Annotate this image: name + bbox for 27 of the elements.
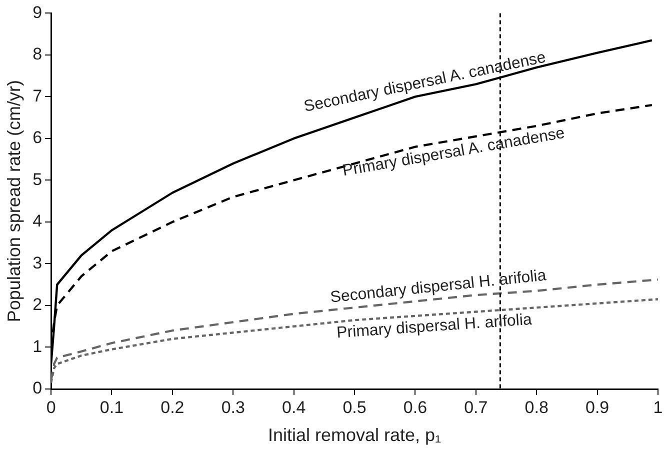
x-tick-label: 0.5 bbox=[342, 398, 366, 417]
x-tick-label: 0.2 bbox=[160, 398, 184, 417]
y-tick-label: 3 bbox=[32, 253, 42, 272]
series-label: Primary dispersal H. arifolia bbox=[336, 311, 533, 342]
y-tick-label: 5 bbox=[32, 170, 42, 189]
y-tick-label: 6 bbox=[32, 128, 42, 148]
y-tick-label: 0 bbox=[32, 378, 42, 398]
x-tick-label: 0.4 bbox=[282, 398, 306, 417]
y-tick-label: 9 bbox=[32, 2, 42, 22]
x-tick-label: 0.9 bbox=[585, 398, 610, 417]
y-tick-label: 2 bbox=[32, 295, 42, 314]
x-tick-label: 0.1 bbox=[100, 398, 124, 417]
x-tick-label: 0.8 bbox=[524, 398, 548, 417]
x-tick-label: 1 bbox=[653, 398, 663, 417]
x-axis-title: Initial removal rate, p₁ bbox=[268, 425, 442, 446]
x-tick-label: 0.3 bbox=[221, 398, 245, 417]
text: Secondary dispersal A. canadense bbox=[302, 49, 548, 116]
text: Secondary dispersal H. arifolia bbox=[330, 267, 548, 306]
x-tick-label: 0.6 bbox=[403, 398, 428, 417]
y-tick-label: 4 bbox=[32, 212, 42, 231]
y-tick-label: 1 bbox=[32, 336, 42, 356]
x-tick-label: 0.7 bbox=[464, 398, 488, 417]
x-tick-label: 0 bbox=[46, 398, 56, 417]
y-axis-title: Population spread rate (cm/yr) bbox=[4, 80, 24, 322]
text: Primary dispersal A. canadense bbox=[341, 124, 566, 180]
y-tick-label: 7 bbox=[32, 86, 42, 106]
y-tick-label: 8 bbox=[32, 44, 42, 64]
